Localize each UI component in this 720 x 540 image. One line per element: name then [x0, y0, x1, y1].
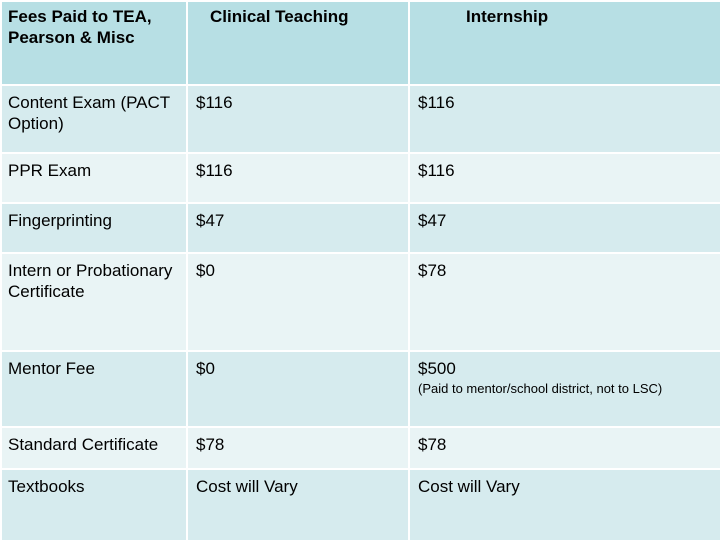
table-row: Content Exam (PACT Option) $116 $116 [0, 84, 720, 154]
clinical-fee: $116 [186, 84, 410, 154]
clinical-fee: Cost will Vary [186, 468, 410, 540]
table-row: Textbooks Cost will Vary Cost will Vary [0, 468, 720, 540]
clinical-fee: $0 [186, 252, 410, 352]
clinical-fee: $47 [186, 202, 410, 254]
internship-fee: $116 [408, 152, 720, 204]
row-label: Textbooks [0, 468, 188, 540]
internship-fee: $500 [418, 359, 456, 378]
header-row: Fees Paid to TEA, Pearson & Misc Clinica… [0, 0, 720, 86]
internship-fee: Cost will Vary [408, 468, 720, 540]
internship-fee: $47 [408, 202, 720, 254]
row-label: Content Exam (PACT Option) [0, 84, 188, 154]
table-row: Intern or Probationary Certificate $0 $7… [0, 252, 720, 352]
row-label: Standard Certificate [0, 426, 188, 470]
clinical-fee: $78 [186, 426, 410, 470]
internship-fee: $116 [408, 84, 720, 154]
row-label: Mentor Fee [0, 350, 188, 428]
internship-fee: $78 [408, 252, 720, 352]
row-label: PPR Exam [0, 152, 188, 204]
clinical-fee: $116 [186, 152, 410, 204]
mentor-fee-note: (Paid to mentor/school district, not to … [418, 381, 663, 396]
header-fees: Fees Paid to TEA, Pearson & Misc [0, 0, 188, 86]
internship-fee: $78 [408, 426, 720, 470]
internship-fee-cell: $500 (Paid to mentor/school district, no… [408, 350, 720, 428]
table-row: Standard Certificate $78 $78 [0, 426, 720, 470]
header-internship: Internship [408, 0, 720, 86]
clinical-fee: $0 [186, 350, 410, 428]
row-label: Fingerprinting [0, 202, 188, 254]
row-label: Intern or Probationary Certificate [0, 252, 188, 352]
header-clinical-teaching: Clinical Teaching [186, 0, 410, 86]
table-row: PPR Exam $116 $116 [0, 152, 720, 204]
table-row: Mentor Fee $0 $500 (Paid to mentor/schoo… [0, 350, 720, 428]
table-row: Fingerprinting $47 $47 [0, 202, 720, 254]
